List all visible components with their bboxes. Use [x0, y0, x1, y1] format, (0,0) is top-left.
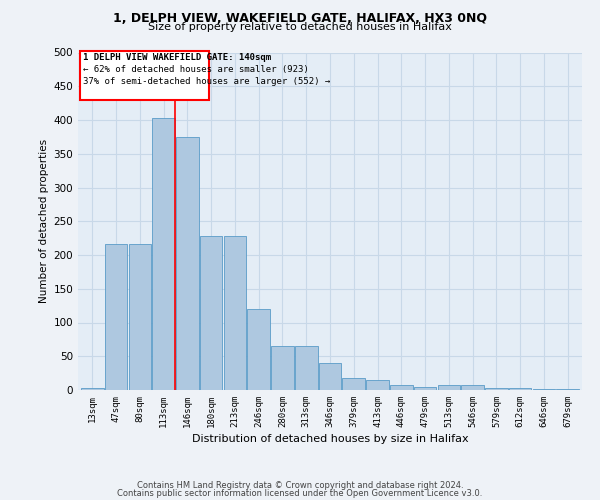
Bar	[509, 388, 532, 390]
Bar	[105, 244, 127, 390]
Bar	[437, 384, 460, 390]
X-axis label: Distribution of detached houses by size in Halifax: Distribution of detached houses by size …	[191, 434, 469, 444]
Bar	[81, 388, 104, 390]
Bar	[319, 363, 341, 390]
Bar	[295, 346, 317, 390]
Bar	[343, 378, 365, 390]
Bar	[390, 384, 413, 390]
Bar	[271, 346, 294, 390]
Y-axis label: Number of detached properties: Number of detached properties	[39, 139, 49, 304]
FancyBboxPatch shape	[80, 51, 209, 100]
Bar	[176, 137, 199, 390]
Bar	[128, 244, 151, 390]
Bar	[414, 386, 436, 390]
Bar	[485, 388, 508, 390]
Bar	[224, 236, 246, 390]
Text: Size of property relative to detached houses in Halifax: Size of property relative to detached ho…	[148, 22, 452, 32]
Bar	[200, 236, 223, 390]
Text: 1, DELPH VIEW, WAKEFIELD GATE, HALIFAX, HX3 0NQ: 1, DELPH VIEW, WAKEFIELD GATE, HALIFAX, …	[113, 12, 487, 24]
Bar	[366, 380, 389, 390]
Bar	[247, 309, 270, 390]
Text: Contains public sector information licensed under the Open Government Licence v3: Contains public sector information licen…	[118, 488, 482, 498]
Bar	[556, 388, 579, 390]
Text: 1 DELPH VIEW WAKEFIELD GATE: 140sqm: 1 DELPH VIEW WAKEFIELD GATE: 140sqm	[83, 52, 271, 62]
Text: Contains HM Land Registry data © Crown copyright and database right 2024.: Contains HM Land Registry data © Crown c…	[137, 481, 463, 490]
Bar	[461, 384, 484, 390]
Text: 37% of semi-detached houses are larger (552) →: 37% of semi-detached houses are larger (…	[83, 77, 330, 86]
Bar	[152, 118, 175, 390]
Text: ← 62% of detached houses are smaller (923): ← 62% of detached houses are smaller (92…	[83, 64, 308, 74]
